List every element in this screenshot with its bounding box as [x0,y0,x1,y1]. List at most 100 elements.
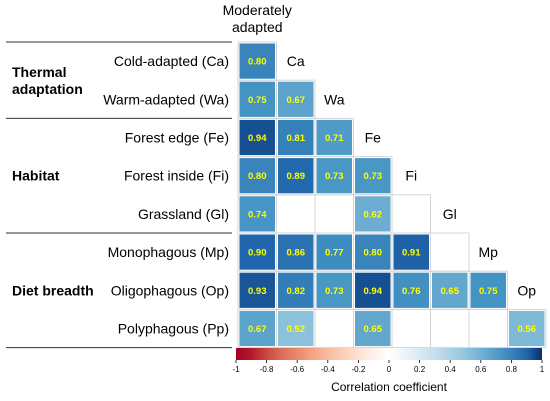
colorbar-tick-label: 1 [540,365,545,374]
column-label-op: Op [517,282,536,298]
heatmap-cell [393,234,429,270]
cell-value-label: 0.93 [248,286,267,297]
heatmap-cell [470,272,506,308]
heatmap-cell [316,234,352,270]
cell-value-label: 0.75 [248,95,267,106]
heatmap-cell [278,81,314,117]
grid-cell [430,308,470,349]
colorbar-tick-label: 0.2 [414,365,426,374]
heatmap-cell [316,272,352,308]
heatmap-cell [278,158,314,194]
heatmap-cell [278,234,314,270]
row-label-forest-edge-fe: Forest edge (Fe) [125,130,229,146]
heatmap-cell [239,81,275,117]
colorbar-tick-label: -0.4 [321,365,335,374]
colorbar-tick-label: -0.6 [290,365,304,374]
cell-value-label: 0.52 [287,324,306,335]
colorbar-tick-label: 0.8 [506,365,518,374]
grid-cell [276,194,316,234]
heatmap-cell [239,119,275,156]
group-label-thermal-adaptation: adaptation [12,81,83,97]
grid-cell [468,308,508,349]
column-label-gl: Gl [443,206,457,222]
cell-value-label: 0.80 [248,57,267,68]
heatmap-cell [355,196,391,232]
cell-value-label: 0.94 [248,133,267,144]
heatmap-cell [432,272,468,308]
cell-value-label: 0.67 [287,95,306,106]
grid-cell [391,194,431,234]
grid-cell [314,308,354,349]
heatmap-cell [239,234,275,270]
cell-value-label: 0.91 [402,248,421,259]
cell-value-label: 0.89 [287,171,306,182]
cell-value-label: 0.71 [325,133,344,144]
colorbar-tick-label: -0.2 [352,365,366,374]
cell-value-label: 0.74 [248,209,267,220]
cell-value-label: 0.73 [325,171,344,182]
colorbar-tick-label: -0.8 [260,365,274,374]
cell-value-label: 0.56 [518,324,537,335]
row-label-forest-inside-fi: Forest inside (Fi) [124,168,229,184]
cell-value-label: 0.65 [364,324,383,335]
heatmap-cell [239,272,275,308]
row-label-monophagous-mp: Monophagous (Mp) [108,244,229,260]
cell-value-label: 0.73 [325,286,344,297]
colorbar-tick-label: 0.6 [475,365,487,374]
cell-value-label: 0.86 [287,248,306,259]
colorbar-title: Correlation coefficient [331,380,448,394]
colorbar-tick-label: -1 [232,365,240,374]
heatmap-cell [393,272,429,308]
cell-value-label: 0.77 [325,248,344,259]
cell-value-label: 0.65 [441,286,460,297]
heatmap-cell [278,310,314,347]
cell-value-label: 0.73 [364,171,383,182]
colorbar-tick-label: 0 [387,365,392,374]
heatmap-cell [316,158,352,194]
cell-value-label: 0.81 [287,133,306,144]
heatmap-cell [239,158,275,194]
heatmap-cell [239,43,275,79]
heatmap-cell [355,272,391,308]
grid-cell [314,194,354,234]
heatmap-cell [239,196,275,232]
heatmap-cell [278,272,314,308]
cell-value-label: 0.80 [248,171,267,182]
column-label-mp: Mp [479,244,499,260]
column-label-moderately-adapted: Moderately [223,2,292,18]
row-label-cold-adapted-ca: Cold-adapted (Ca) [114,53,229,69]
column-label-wa: Wa [324,91,345,107]
colorbar [236,348,542,360]
grid-cell [391,308,431,349]
cell-value-label: 0.94 [364,286,383,297]
cell-value-label: 0.76 [402,286,421,297]
cell-value-label: 0.67 [248,324,267,335]
heatmap-cell [316,119,352,156]
cell-value-label: 0.90 [248,248,267,259]
cell-value-label: 0.62 [364,209,383,220]
grid-cell [430,232,470,272]
group-label-diet-breadth: Diet breadth [12,282,94,298]
row-label-oligophagous-op: Oligophagous (Op) [111,282,229,298]
heatmap-cell [239,310,275,347]
group-label-thermal-adaptation: Thermal [12,64,66,80]
colorbar-tick-label: 0.4 [445,365,457,374]
heatmap-cell [355,234,391,270]
heatmap-cell [355,158,391,194]
heatmap-cell [355,310,391,347]
cell-value-label: 0.82 [287,286,306,297]
column-label-fe: Fe [365,130,382,146]
column-label-moderately-adapted: adapted [232,19,283,35]
group-label-habitat: Habitat [12,168,60,184]
row-label-warm-adapted-wa: Warm-adapted (Wa) [103,91,229,107]
heatmap-cell [509,310,545,347]
heatmap-cell [278,119,314,156]
column-label-fi: Fi [405,168,417,184]
grid-cell [507,308,547,349]
row-label-polyphagous-pp: Polyphagous (Pp) [118,321,229,337]
row-label-grassland-gl: Grassland (Gl) [138,206,229,222]
cell-value-label: 0.80 [364,248,383,259]
column-label-ca: Ca [287,53,305,69]
cell-value-label: 0.75 [479,286,498,297]
